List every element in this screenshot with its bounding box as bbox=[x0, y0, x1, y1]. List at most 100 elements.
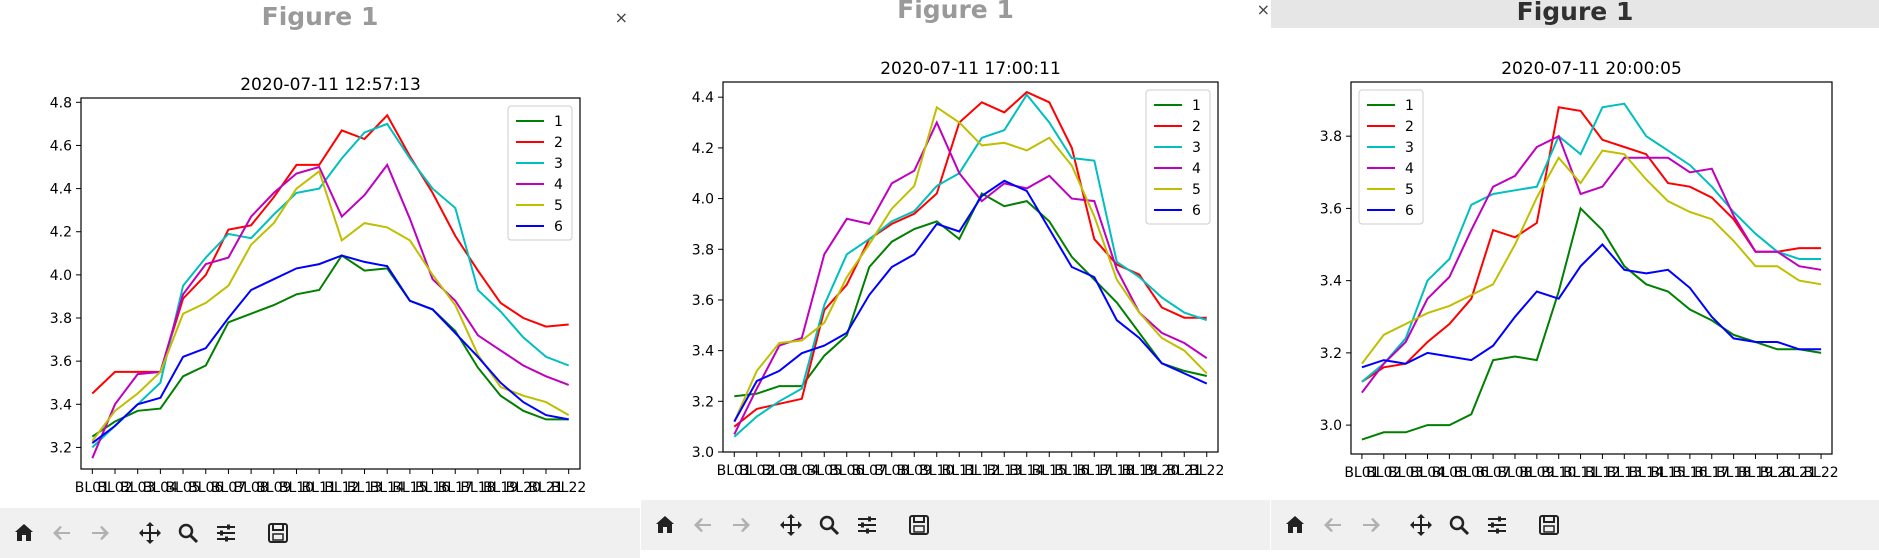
navigation-toolbar bbox=[1271, 500, 1879, 550]
x-tick-label: BL08 bbox=[874, 463, 909, 479]
pan-icon bbox=[780, 514, 802, 536]
pan-button[interactable] bbox=[134, 517, 166, 549]
series-line-6 bbox=[91, 254, 569, 444]
x-tick-label: BL06 bbox=[1454, 465, 1489, 481]
home-button[interactable] bbox=[1279, 509, 1311, 541]
x-tick-label: BL07 bbox=[852, 463, 887, 479]
x-tick-label: BL05 bbox=[1432, 465, 1467, 481]
forward-arrow-button[interactable] bbox=[84, 517, 116, 549]
series-line-6 bbox=[733, 179, 1208, 423]
save-button[interactable] bbox=[262, 517, 294, 549]
series-line-1 bbox=[91, 254, 569, 438]
zoom-button[interactable] bbox=[813, 509, 845, 541]
window-titlebar[interactable]: Figure 1 bbox=[1271, 0, 1879, 28]
save-button[interactable] bbox=[1533, 509, 1565, 541]
pan-button[interactable] bbox=[1405, 509, 1437, 541]
axes-frame bbox=[80, 97, 581, 470]
x-tick-label: BL07 bbox=[211, 480, 246, 496]
home-icon bbox=[1286, 516, 1304, 533]
x-tick-label: BL22 bbox=[1803, 465, 1838, 481]
zoom-button[interactable] bbox=[1443, 509, 1475, 541]
y-tick-label: 4.2 bbox=[50, 225, 72, 241]
legend-label: 4 bbox=[1405, 161, 1414, 177]
x-tick-label: BL22 bbox=[551, 480, 586, 496]
x-tick-label: BL05 bbox=[165, 480, 200, 496]
figure-canvas[interactable]: 2020-07-11 17:00:11 3.0 3.2 3.4 3.6 3.8 4.0 4.2… bbox=[641, 28, 1270, 500]
x-tick-label: BL12 bbox=[324, 480, 359, 496]
save-icon bbox=[268, 523, 288, 543]
y-tick-label: 3.4 bbox=[1320, 274, 1342, 290]
x-tick-label: BL18 bbox=[1716, 465, 1751, 481]
x-tick-label: BL08 bbox=[1497, 465, 1532, 481]
back-arrow-button[interactable] bbox=[687, 509, 719, 541]
pan-icon bbox=[1410, 514, 1432, 536]
y-tick-label: 3.0 bbox=[692, 445, 714, 461]
x-tick-label: BL08 bbox=[234, 480, 269, 496]
legend-box bbox=[1145, 89, 1211, 225]
y-tick-label: 3.2 bbox=[692, 394, 714, 410]
series-line-1 bbox=[1361, 206, 1822, 441]
x-tick-label: BL11 bbox=[942, 463, 977, 479]
legend-label: 3 bbox=[554, 156, 563, 172]
series-line-3 bbox=[91, 122, 570, 449]
back-arrow-button[interactable] bbox=[1317, 509, 1349, 541]
y-tick-label: 4.8 bbox=[50, 95, 72, 111]
y-tick-label: 3.8 bbox=[692, 242, 714, 258]
series-line-1 bbox=[734, 192, 1208, 398]
figure-window-3: Figure 1 2020-07-11 20:00:05 3.0 3.2 3.4 3.6… bbox=[1271, 0, 1879, 558]
axes-frame bbox=[1350, 81, 1833, 455]
series-line-4 bbox=[91, 162, 570, 459]
forward-arrow-icon bbox=[1363, 518, 1380, 532]
figure-canvas[interactable]: 2020-07-11 12:57:13 3.2 3.4 3.6 3.8 4.0 4.2 4.4… bbox=[0, 36, 640, 508]
forward-arrow-button[interactable] bbox=[725, 509, 757, 541]
window-titlebar[interactable]: Figure 1 × bbox=[641, 0, 1270, 36]
x-tick-label: BL01 bbox=[1344, 465, 1379, 481]
pan-button[interactable] bbox=[775, 509, 807, 541]
subplots-config-icon bbox=[858, 516, 876, 534]
y-tick-label: 4.0 bbox=[692, 192, 714, 208]
chart-title: 2020-07-11 17:00:11 bbox=[880, 59, 1061, 79]
x-tick-label: BL06 bbox=[829, 463, 864, 479]
x-tick-label: BL09 bbox=[897, 463, 932, 479]
save-icon bbox=[909, 515, 929, 535]
home-button[interactable] bbox=[649, 509, 681, 541]
x-tick-label: BL05 bbox=[807, 463, 842, 479]
figure-canvas[interactable]: 2020-07-11 20:00:053.03.23.43.63.8BL01BL… bbox=[1271, 28, 1879, 500]
x-tick-label: BL22 bbox=[1189, 463, 1224, 479]
legend-label: 6 bbox=[1405, 203, 1414, 219]
x-tick-label: BL11 bbox=[1563, 465, 1598, 481]
back-arrow-button[interactable] bbox=[46, 517, 78, 549]
subplots-config-button[interactable] bbox=[851, 509, 883, 541]
y-tick-label: 3.6 bbox=[692, 293, 714, 309]
zoom-icon bbox=[819, 515, 840, 536]
x-tick-label: BL15 bbox=[392, 480, 427, 496]
forward-arrow-icon bbox=[733, 518, 750, 532]
y-tick-label: 3.0 bbox=[1320, 418, 1342, 434]
x-tick-label: BL02 bbox=[1366, 465, 1401, 481]
legend-label: 5 bbox=[1405, 182, 1414, 198]
y-tick-label: 4.6 bbox=[50, 138, 72, 154]
legend: 1 2 3 4 5 6 bbox=[1145, 89, 1211, 225]
y-tick-label: 4.4 bbox=[692, 90, 714, 106]
forward-arrow-button[interactable] bbox=[1355, 509, 1387, 541]
x-tick-label: BL13 bbox=[1607, 465, 1642, 481]
x-tick-label: BL18 bbox=[460, 480, 495, 496]
subplots-config-button[interactable] bbox=[210, 517, 242, 549]
x-tick-label: BL10 bbox=[279, 480, 314, 496]
x-tick-label: BL20 bbox=[1760, 465, 1795, 481]
home-button[interactable] bbox=[8, 517, 40, 549]
home-icon bbox=[656, 516, 674, 533]
subplots-config-button[interactable] bbox=[1481, 509, 1513, 541]
zoom-button[interactable] bbox=[172, 517, 204, 549]
pan-icon bbox=[139, 522, 161, 544]
window-titlebar[interactable]: Figure 1 × bbox=[0, 0, 640, 36]
x-tick-label: BL16 bbox=[1672, 465, 1707, 481]
close-icon[interactable]: × bbox=[614, 8, 628, 27]
close-icon[interactable]: × bbox=[1256, 0, 1270, 19]
y-tick-label: 4.2 bbox=[692, 141, 714, 157]
x-tick-label: BL02 bbox=[739, 463, 774, 479]
save-button[interactable] bbox=[903, 509, 935, 541]
zoom-icon bbox=[1449, 515, 1470, 536]
figure-window-2: Figure 1 × 2020-07-11 17:00:11 3.0 3.2 3.4 3… bbox=[641, 0, 1270, 558]
legend-label: 6 bbox=[1192, 203, 1201, 219]
